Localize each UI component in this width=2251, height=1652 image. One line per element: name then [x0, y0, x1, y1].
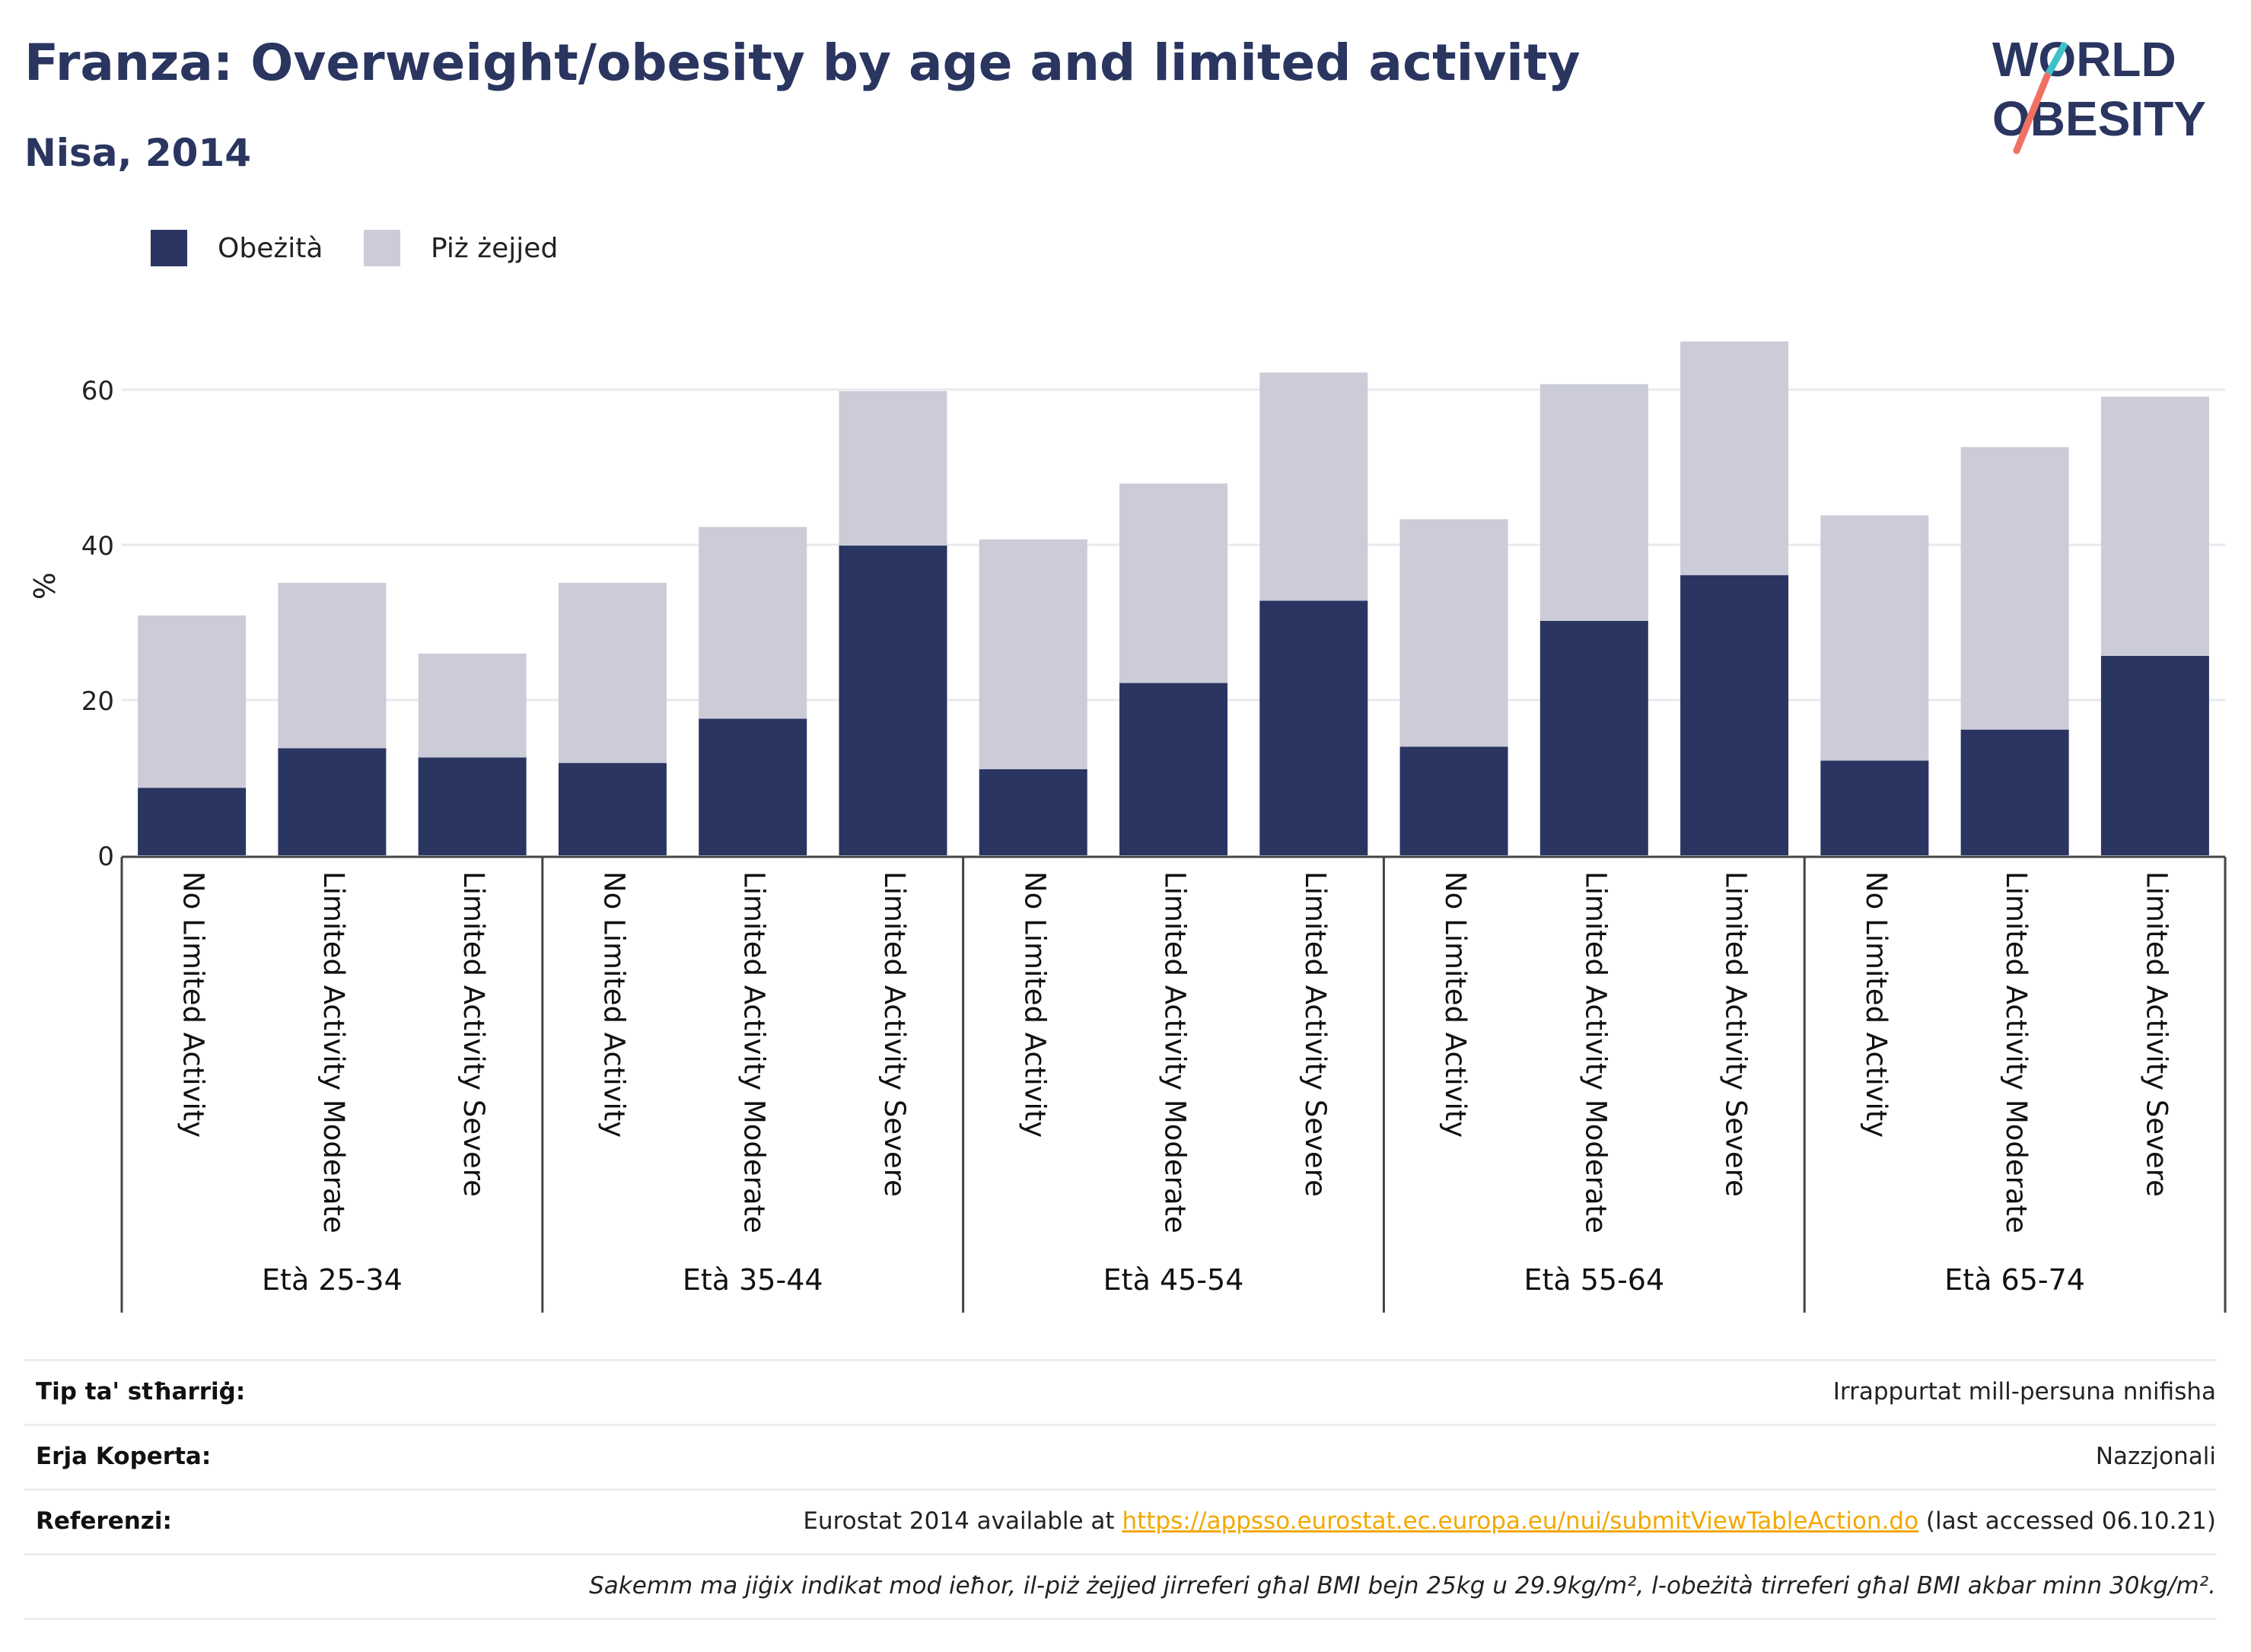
bar-obesity — [839, 546, 947, 855]
info-row-area: Erja Koperta: Nazzjonali — [24, 1424, 2216, 1488]
bar-overweight — [1399, 519, 1508, 747]
legend-swatch-obesity — [151, 230, 187, 266]
info-value: Irrappurtat mill-persuna nnifisha — [1832, 1378, 2216, 1405]
chart-subtitle: Nisa, 2014 — [24, 131, 252, 175]
legend-item-overweight[interactable]: Piż żejjed — [364, 225, 558, 271]
bar-obesity — [1539, 620, 1648, 855]
bmi-note: Sakemm ma jiġix indikat mod ieħor, il-pi… — [589, 1572, 2216, 1599]
x-group-label: Età 45-54 — [1103, 1263, 1244, 1297]
y-tick-label: 20 — [81, 686, 114, 717]
chart-title: Franza: Overweight/obesity by age and li… — [24, 33, 1581, 92]
y-tick-label: 40 — [81, 531, 114, 562]
x-tick-label: Limited Activity Severe — [878, 871, 911, 1197]
info-label: Erja Koperta: — [36, 1443, 212, 1470]
info-label: Referenzi: — [36, 1507, 172, 1535]
x-tick-label: No Limited Activity — [597, 871, 630, 1138]
bar-obesity — [138, 788, 247, 855]
bar-obesity — [2100, 655, 2209, 855]
x-tick-label: Limited Activity Moderate — [1579, 871, 1612, 1233]
x-tick-label: Limited Activity Moderate — [317, 871, 350, 1233]
bar-overweight — [2100, 396, 2209, 656]
y-tick-label: 0 — [97, 842, 114, 872]
stacked-bar-chart: 0 20 40 60% No Limited Activity Limited Activ… — [28, 341, 2227, 1313]
legend-label-obesity: Obeżità — [218, 232, 323, 264]
x-tick-label: No Limited Activity — [177, 871, 210, 1138]
bar-overweight — [1259, 372, 1368, 601]
info-value-reference: Eurostat 2014 available at https://appss… — [803, 1507, 2216, 1535]
bar-overweight — [979, 539, 1087, 769]
x-tick-label: Limited Activity Severe — [1720, 871, 1753, 1197]
x-group-label: Età 65-74 — [1944, 1263, 2085, 1297]
bar-overweight — [1539, 384, 1648, 621]
x-tick-label: Limited Activity Moderate — [1159, 871, 1192, 1233]
bar-overweight — [1820, 515, 1929, 761]
x-tick-label: Limited Activity Severe — [457, 871, 490, 1197]
legend-label-overweight: Piż żejjed — [431, 232, 559, 264]
bar-overweight — [1680, 341, 1789, 575]
reference-prefix: Eurostat 2014 available at — [803, 1507, 1122, 1535]
bar-obesity — [699, 718, 807, 855]
x-tick-label: No Limited Activity — [1439, 871, 1472, 1138]
bar-overweight — [1119, 483, 1228, 683]
y-axis-label: % — [28, 572, 62, 600]
bar-obesity — [1119, 683, 1228, 855]
bar-obesity — [418, 757, 527, 855]
bar-overweight — [138, 615, 247, 788]
y-tick-label: 60 — [81, 376, 114, 406]
legend-item-obesity[interactable]: Obeżità — [151, 225, 323, 271]
info-label: Tip ta' stħarriġ: — [36, 1378, 246, 1405]
bar-obesity — [1820, 760, 1929, 855]
info-value: Nazzjonali — [2095, 1443, 2216, 1470]
x-group-label: Età 35-44 — [683, 1263, 823, 1297]
bar-overweight — [418, 653, 527, 758]
info-row-note: Sakemm ma jiġix indikat mod ieħor, il-pi… — [24, 1553, 2216, 1620]
svg-text:WORLD: WORLD — [1992, 32, 2176, 87]
legend-swatch-overweight — [364, 230, 400, 266]
bar-obesity — [558, 762, 667, 855]
x-tick-label: Limited Activity Severe — [2140, 871, 2173, 1197]
x-group-label: Età 25-34 — [262, 1263, 403, 1297]
x-tick-label: No Limited Activity — [1860, 871, 1893, 1138]
bar-obesity — [1399, 746, 1508, 855]
bar-overweight — [699, 527, 807, 719]
info-table: Tip ta' stħarriġ: Irrappurtat mill-persu… — [24, 1359, 2216, 1620]
x-group-label: Età 55-64 — [1523, 1263, 1664, 1297]
bar-obesity — [1960, 729, 2069, 855]
x-tick-label: Limited Activity Moderate — [738, 871, 771, 1233]
bar-overweight — [558, 582, 667, 763]
bar-obesity — [1680, 575, 1789, 855]
bar-obesity — [979, 769, 1087, 855]
bar-obesity — [1259, 600, 1368, 855]
reference-suffix: (last accessed 06.10.21) — [1918, 1507, 2216, 1535]
bar-overweight — [1960, 447, 2069, 730]
reference-link[interactable]: https://appsso.eurostat.ec.europa.eu/nui… — [1122, 1507, 1919, 1535]
world-obesity-logo: WORLD OBESITY — [1992, 32, 2206, 154]
bar-overweight — [278, 582, 387, 749]
bar-obesity — [278, 748, 387, 855]
x-tick-label: Limited Activity Moderate — [2000, 871, 2033, 1233]
x-tick-label: Limited Activity Severe — [1299, 871, 1332, 1197]
info-row-survey-type: Tip ta' stħarriġ: Irrappurtat mill-persu… — [24, 1359, 2216, 1424]
x-tick-label: No Limited Activity — [1018, 871, 1051, 1138]
bar-overweight — [839, 391, 947, 546]
info-row-references: Referenzi: Eurostat 2014 available at ht… — [24, 1488, 2216, 1553]
